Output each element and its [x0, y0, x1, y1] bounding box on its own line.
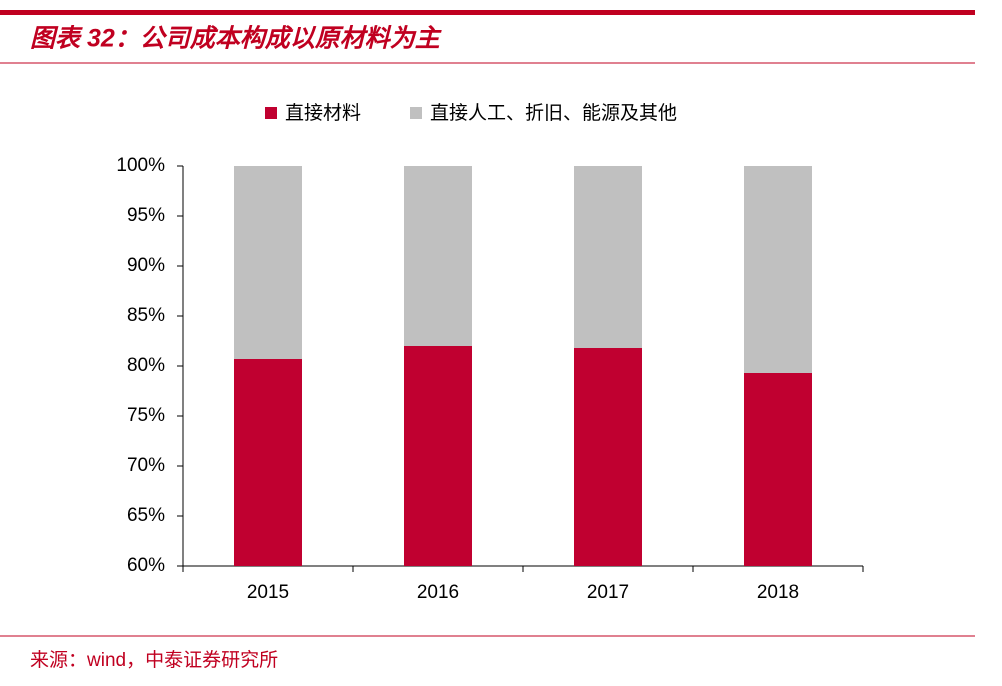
bar-segment: [744, 373, 812, 566]
y-tick-label: 65%: [127, 505, 165, 526]
bar-segment: [744, 166, 812, 373]
x-tick-label: 2016: [417, 582, 459, 603]
y-tick-label: 95%: [127, 205, 165, 226]
bar-segment: [404, 346, 472, 566]
y-tick-label: 100%: [116, 155, 165, 176]
bar-segment: [574, 166, 642, 348]
x-tick-label: 2015: [247, 582, 289, 603]
y-tick-label: 70%: [127, 455, 165, 476]
y-tick-label: 80%: [127, 355, 165, 376]
y-tick-label: 75%: [127, 405, 165, 426]
source: 来源：wind，中泰证券研究所: [30, 649, 278, 671]
top-rule: [0, 10, 975, 15]
y-tick-label: 90%: [127, 255, 165, 276]
y-tick-label: 85%: [127, 305, 165, 326]
bar-segment: [404, 166, 472, 346]
x-tick-label: 2017: [587, 582, 629, 603]
y-tick-label: 60%: [127, 555, 165, 576]
legend-label: 直接材料: [285, 102, 361, 124]
chart-title: 图表 32：公司成本构成以原材料为主: [30, 25, 442, 53]
legend-swatch: [265, 107, 277, 119]
bar-segment: [234, 166, 302, 359]
x-tick-label: 2018: [757, 582, 799, 603]
bar-segment: [234, 359, 302, 566]
legend-swatch: [410, 107, 422, 119]
legend-label: 直接人工、折旧、能源及其他: [430, 102, 677, 124]
bar-segment: [574, 348, 642, 566]
